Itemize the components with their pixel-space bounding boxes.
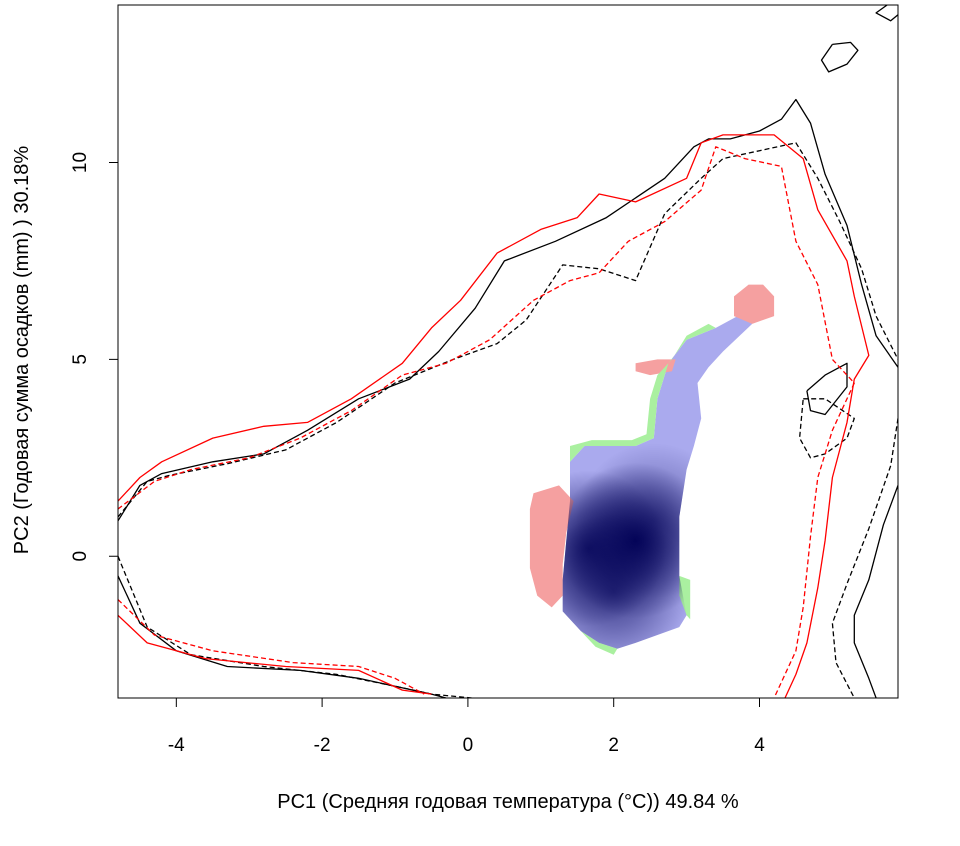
x-tick-label: 0 — [463, 735, 474, 756]
contour-line-3-1 — [118, 134, 870, 698]
density-peak-4 — [575, 442, 732, 599]
contour-line-1-1 — [118, 98, 898, 522]
x-tick-label: -2 — [314, 735, 331, 756]
contour-line-1-4 — [853, 485, 898, 698]
niche-region-2 — [529, 485, 574, 608]
x-axis: -4 -2 0 2 4 — [168, 697, 765, 756]
plot-frame — [117, 4, 899, 699]
y-tick-label: 5 — [70, 354, 91, 365]
contour-line-1-5 — [820, 41, 859, 73]
contour-line-2-4 — [831, 418, 898, 698]
x-tick-label: -4 — [168, 735, 185, 756]
y-axis: 0 5 10 — [70, 152, 119, 562]
contour-line-1-6 — [875, 5, 898, 22]
contour-line-4-2 — [118, 599, 425, 695]
contour-line-2-1 — [118, 142, 898, 518]
niche-contours — [118, 5, 898, 698]
x-tick-label: 4 — [754, 735, 765, 756]
x-tick-label: 2 — [608, 735, 619, 756]
y-tick-label: 10 — [70, 152, 91, 173]
y-axis-title: PC2 (Годовая сумма осадков (mm) ) 30.18% — [11, 146, 33, 555]
contour-line-3-2 — [118, 614, 432, 695]
y-tick-label: 0 — [70, 551, 91, 562]
x-axis-title: PC1 (Средняя годовая температура (°C)) 4… — [277, 791, 739, 813]
contour-line-1-2 — [806, 362, 848, 416]
contour-line-2-3 — [118, 556, 472, 698]
contour-line-4-1 — [118, 146, 855, 698]
niche-region-3 — [734, 284, 775, 324]
contour-line-2-2 — [798, 398, 855, 459]
niche-region-7 — [679, 575, 691, 620]
